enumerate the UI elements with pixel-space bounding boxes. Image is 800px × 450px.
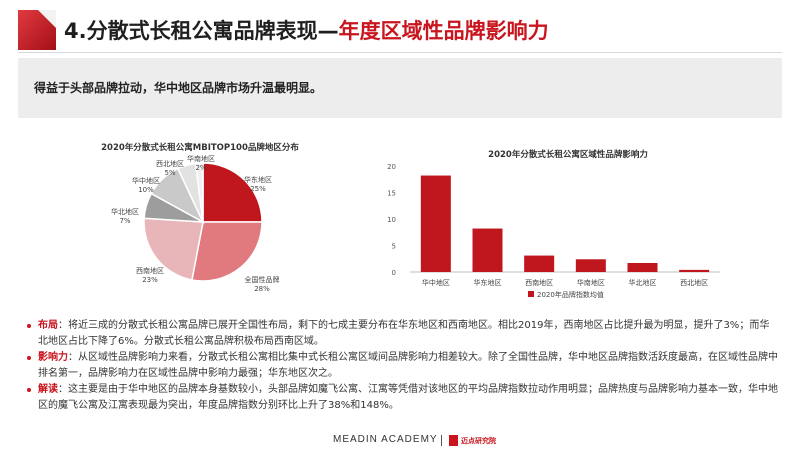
summary-banner: 得益于头部品牌拉动，华中地区品牌市场升温最明显。 xyxy=(18,58,782,118)
notes-list: 布局：将近三成的分散式长租公寓品牌已展开全国性布局，剩下的七成主要分布在华东地区… xyxy=(26,318,778,414)
footer: MEADIN ACADEMY 迈点研究院 xyxy=(0,434,800,450)
page-title: 4.分散式长租公寓品牌表现—年度区域性品牌影响力 xyxy=(64,14,549,48)
pie-label: 2% xyxy=(195,164,206,172)
bar-title: 2020年分散式长租公寓区域性品牌影响力 xyxy=(488,149,648,160)
x-tick-label: 华中地区 xyxy=(422,278,450,287)
note-keyword: 布局 xyxy=(38,320,58,331)
footer-institute: 迈点研究院 xyxy=(461,437,496,445)
bar xyxy=(472,228,503,272)
bar xyxy=(420,175,451,272)
footer-brand: MEADIN ACADEMY xyxy=(333,434,438,445)
pie-label: 华东地区 xyxy=(244,175,272,184)
note-item: 解读：这主要是由于华中地区的品牌本身基数较小，头部品牌如魔飞公寓、江寓等凭借对该… xyxy=(26,382,778,414)
pie-label: 7% xyxy=(119,217,130,225)
legend-label: 2020年品牌指数均值 xyxy=(537,290,604,299)
note-keyword: 解读 xyxy=(38,384,58,395)
bar xyxy=(679,269,710,272)
pie-label: 5% xyxy=(164,169,175,177)
note-text: ：这主要是由于华中地区的品牌本身基数较小，头部品牌如魔飞公寓、江寓等凭借对该地区… xyxy=(38,384,778,411)
note-keyword: 影响力 xyxy=(38,352,68,363)
note-text: ：将近三成的分散式长租公寓品牌已展开全国性布局，剩下的七成主要分布在华东地区和西… xyxy=(38,320,770,347)
x-tick-label: 华北地区 xyxy=(629,278,657,287)
institute-logo-icon xyxy=(449,435,458,446)
bar xyxy=(524,255,555,272)
charts-canvas: 2020年分散式长租公寓MBITOP100品牌地区分布华东地区25%全国性品牌2… xyxy=(101,142,720,299)
pie-label: 28% xyxy=(254,285,270,293)
pie-slice xyxy=(194,162,204,223)
footer-separator xyxy=(441,435,442,446)
legend-swatch xyxy=(528,291,534,297)
note-text: ：从区域性品牌影响力来看，分散式长租公寓相比集中式长租公寓区域间品牌影响力相差较… xyxy=(38,352,778,379)
pie-title: 2020年分散式长租公寓MBITOP100品牌地区分布 xyxy=(101,142,299,153)
pie-slice xyxy=(202,162,263,223)
pie-label: 西南地区 xyxy=(136,266,164,275)
x-tick-label: 西南地区 xyxy=(525,278,553,287)
title-divider xyxy=(18,52,782,53)
note-item: 影响力：从区域性品牌影响力来看，分散式长租公寓相比集中式长租公寓区域间品牌影响力… xyxy=(26,350,778,382)
y-tick-label: 20 xyxy=(387,163,396,171)
page-title-main: 4.分散式长租公寓品牌表现— xyxy=(64,19,339,43)
pie-label: 华中地区 xyxy=(132,176,160,185)
pie-label: 华北地区 xyxy=(111,207,139,216)
logo-icon xyxy=(18,10,56,50)
bar xyxy=(627,262,658,272)
note-item: 布局：将近三成的分散式长租公寓品牌已展开全国性布局，剩下的七成主要分布在华东地区… xyxy=(26,318,778,350)
pie-slice xyxy=(143,217,204,281)
pie-label: 华南地区 xyxy=(187,154,215,163)
pie-label: 10% xyxy=(138,186,154,194)
pie-slice xyxy=(191,221,263,282)
y-tick-label: 0 xyxy=(392,269,396,277)
y-tick-label: 5 xyxy=(392,243,396,251)
pie-label: 23% xyxy=(142,276,158,284)
x-tick-label: 华东地区 xyxy=(474,278,502,287)
x-tick-label: 华南地区 xyxy=(577,278,605,287)
pie-label: 全国性品牌 xyxy=(245,275,280,284)
page-title-accent: 年度区域性品牌影响力 xyxy=(338,19,549,43)
y-tick-label: 10 xyxy=(387,216,396,224)
pie-label: 25% xyxy=(250,185,266,193)
x-tick-label: 西北地区 xyxy=(680,278,708,287)
bar-chart: 2020年分散式长租公寓区域性品牌影响力 0 5 10 15 20 华中地区 华东地区 西南地区… xyxy=(387,149,720,299)
bar xyxy=(575,259,606,272)
summary-text: 得益于头部品牌拉动，华中地区品牌市场升温最明显。 xyxy=(34,81,323,95)
pie-chart: 2020年分散式长租公寓MBITOP100品牌地区分布华东地区25%全国性品牌2… xyxy=(101,142,299,293)
pie-label: 西北地区 xyxy=(156,159,184,168)
y-tick-label: 15 xyxy=(387,190,396,198)
